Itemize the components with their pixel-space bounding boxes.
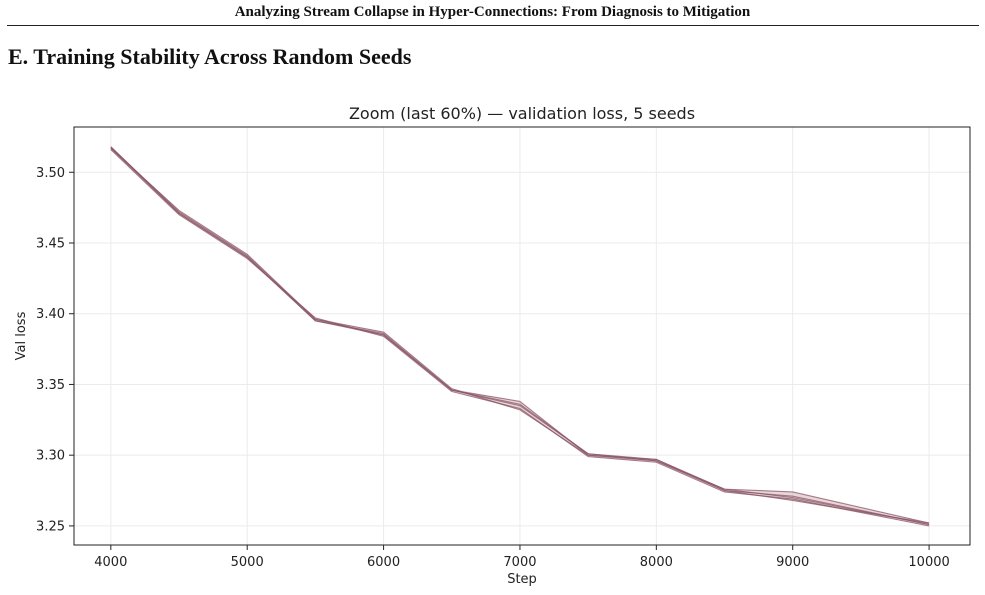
x-tick-label: 5000	[231, 555, 264, 570]
x-tick-label: 4000	[94, 555, 127, 570]
plot-frame	[73, 126, 971, 546]
seed-line-1	[110, 146, 930, 524]
seed-line-5	[110, 146, 930, 524]
header-rule	[7, 25, 979, 26]
y-tick-label: 3.30	[36, 449, 65, 464]
x-tick-label: 7000	[503, 555, 536, 570]
x-axis-label: Step	[507, 572, 537, 587]
section-heading: E. Training Stability Across Random Seed…	[8, 44, 412, 69]
chart-title: Zoom (last 60%) — validation loss, 5 see…	[349, 104, 695, 123]
x-tick-label: 8000	[640, 555, 673, 570]
y-tick-label: 3.35	[36, 378, 65, 393]
y-axis-label: Val loss	[14, 311, 29, 360]
x-tick-label: 6000	[367, 555, 400, 570]
y-tick-label: 3.25	[36, 519, 65, 534]
x-tick-label: 9000	[776, 555, 809, 570]
y-tick-label: 3.45	[36, 236, 65, 251]
series-lines	[110, 146, 930, 527]
figure: 4000 5000 6000 7000 8000 9000 10000 3.25 3.30 3.…	[0, 96, 985, 595]
x-tick-label: 10000	[908, 555, 949, 570]
x-ticks: 4000 5000 6000 7000 8000 9000 10000	[94, 545, 950, 570]
grid	[74, 127, 970, 545]
y-ticks: 3.25 3.30 3.35 3.40 3.45 3.50	[36, 166, 74, 534]
y-tick-label: 3.50	[36, 166, 65, 181]
seed-line-4	[110, 147, 930, 526]
y-tick-label: 3.40	[36, 307, 65, 322]
seed-line-3	[110, 149, 930, 527]
chart: 4000 5000 6000 7000 8000 9000 10000 3.253.303.…	[14, 104, 971, 587]
running-header: Analyzing Stream Collapse in Hyper-Conne…	[234, 4, 751, 20]
